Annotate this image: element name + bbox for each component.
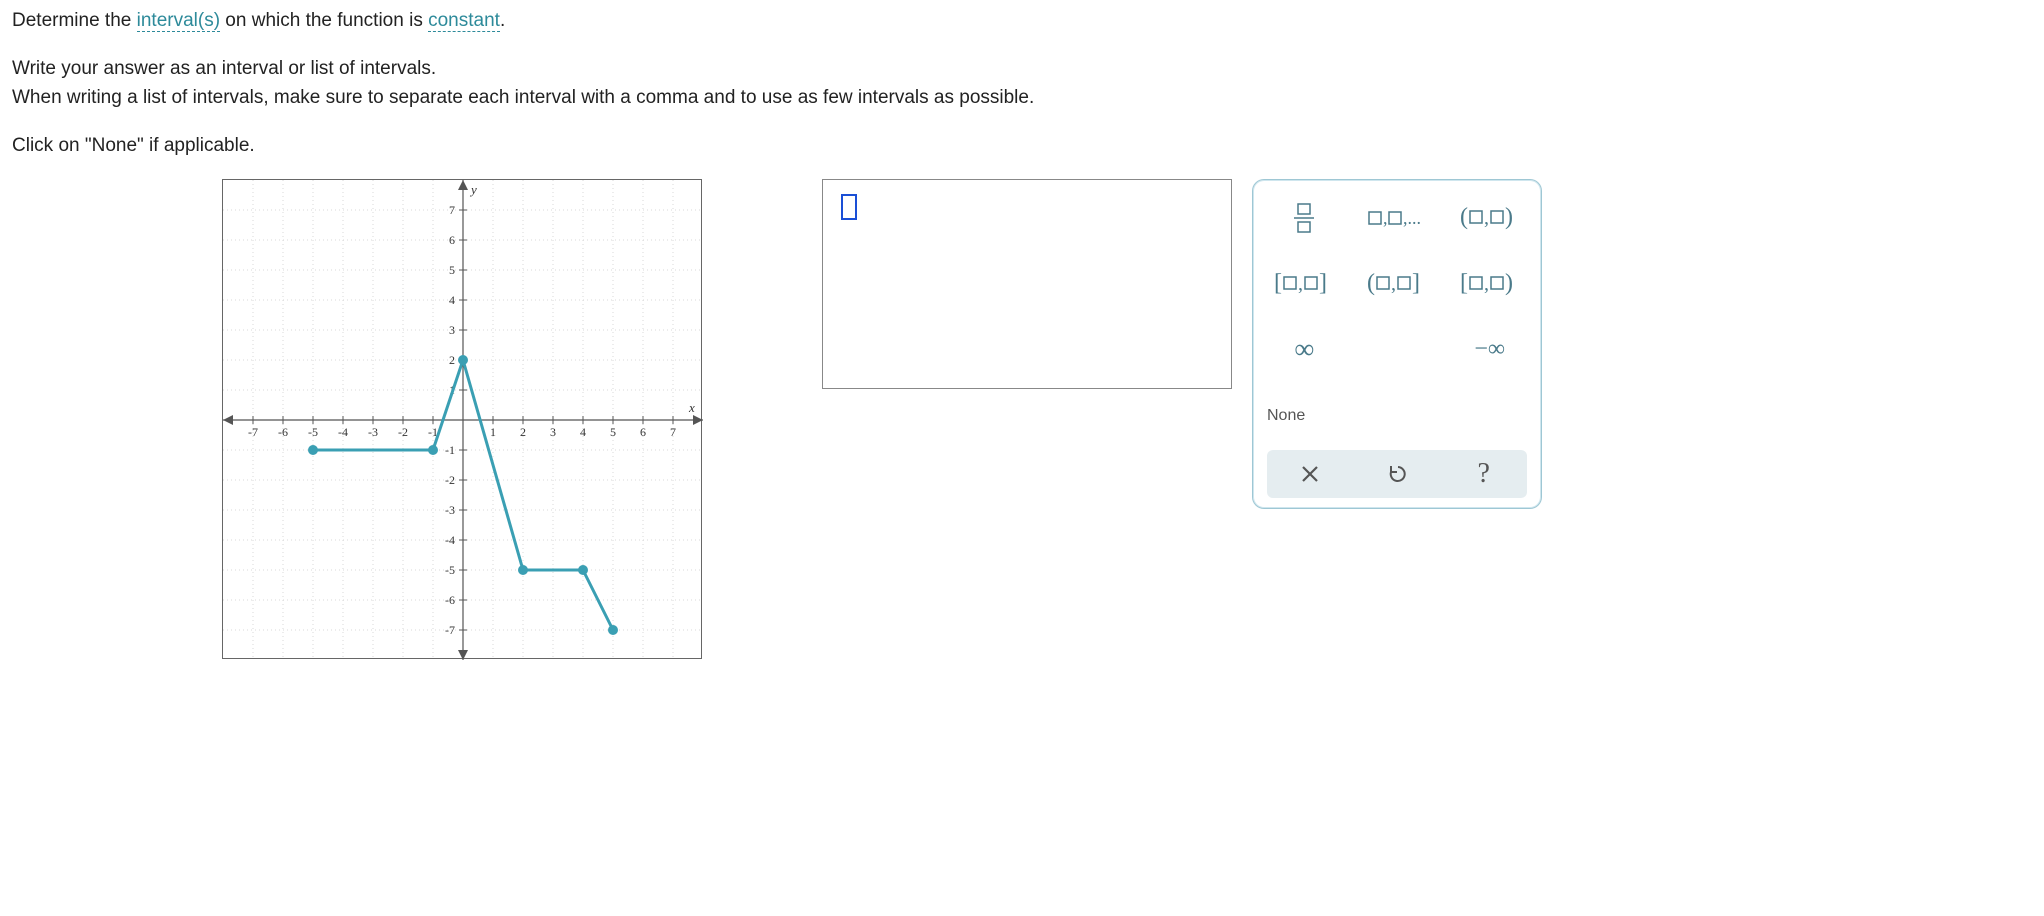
keypad: ,,... (,) [,] (,] [,) ∞ −∞ None [1252, 179, 1542, 509]
keyword-constant[interactable]: constant [428, 10, 500, 32]
svg-text:5: 5 [610, 425, 616, 439]
svg-text:-6: -6 [445, 593, 455, 607]
svg-text:[: [ [1274, 270, 1282, 296]
keypad-open-closed[interactable]: (,] [1360, 260, 1435, 308]
svg-text:-2: -2 [398, 425, 408, 439]
question-line-3: When writing a list of intervals, make s… [12, 85, 2032, 111]
answer-cursor [841, 194, 857, 220]
svg-text:]: ] [1319, 270, 1327, 296]
keypad-fraction[interactable] [1267, 194, 1342, 242]
svg-text:(: ( [1367, 270, 1375, 296]
question-line-4: Click on "None" if applicable. [12, 133, 2032, 159]
question-block: Determine the interval(s) on which the f… [12, 8, 2032, 159]
text: Determine the [12, 10, 137, 31]
svg-text:-7: -7 [248, 425, 258, 439]
svg-text:6: 6 [449, 233, 455, 247]
svg-text:-5: -5 [308, 425, 318, 439]
svg-text:,: , [1383, 208, 1388, 228]
svg-text:-7: -7 [445, 623, 455, 637]
keypad-undo[interactable] [1354, 450, 1441, 498]
svg-text:-3: -3 [368, 425, 378, 439]
svg-text:7: 7 [449, 203, 455, 217]
keypad-closed-open[interactable]: [,) [1452, 260, 1527, 308]
svg-text:-1: -1 [445, 443, 455, 457]
keypad-open-open[interactable]: (,) [1452, 194, 1527, 242]
text: . [500, 10, 505, 31]
svg-text:[: [ [1460, 270, 1468, 296]
keyword-intervals[interactable]: interval(s) [137, 10, 220, 32]
svg-text:2: 2 [520, 425, 526, 439]
question-line-2: Write your answer as an interval or list… [12, 56, 2032, 82]
svg-text:y: y [469, 182, 477, 197]
svg-text:4: 4 [449, 293, 455, 307]
svg-text:-6: -6 [278, 425, 288, 439]
svg-text:,: , [1391, 273, 1396, 295]
svg-text:-2: -2 [445, 473, 455, 487]
svg-text:x: x [688, 400, 695, 415]
svg-text:3: 3 [550, 425, 556, 439]
graph: -7-6-5-4-3-2-11234567-7-6-5-4-3-2-112345… [222, 179, 702, 659]
keypad-infinity[interactable]: ∞ [1267, 326, 1342, 374]
svg-text:): ) [1505, 270, 1513, 296]
svg-text:4: 4 [580, 425, 586, 439]
svg-text:2: 2 [449, 353, 455, 367]
answer-row: ,,... (,) [,] (,] [,) ∞ −∞ None [822, 179, 1542, 509]
answer-input[interactable] [822, 179, 1232, 389]
keypad-clear[interactable] [1267, 450, 1354, 498]
svg-text:7: 7 [670, 425, 676, 439]
svg-text:): ) [1505, 204, 1513, 230]
keypad-help[interactable]: ? [1440, 450, 1527, 498]
svg-text:3: 3 [449, 323, 455, 337]
svg-text:-3: -3 [445, 503, 455, 517]
keypad-closed-closed[interactable]: [,] [1267, 260, 1342, 308]
svg-text:1: 1 [490, 425, 496, 439]
keypad-list[interactable]: ,,... [1360, 194, 1435, 242]
svg-text:-4: -4 [338, 425, 348, 439]
text: on which the function is [220, 10, 428, 31]
svg-text:,...: ,... [1403, 208, 1421, 228]
svg-text:,: , [1298, 273, 1303, 295]
keypad-none[interactable]: None [1267, 392, 1342, 440]
question-line-1: Determine the interval(s) on which the f… [12, 8, 2032, 34]
work-area: -7-6-5-4-3-2-11234567-7-6-5-4-3-2-112345… [12, 179, 2032, 659]
svg-text:]: ] [1412, 270, 1420, 296]
keypad-actions: ? [1267, 450, 1527, 498]
svg-text:,: , [1484, 273, 1489, 295]
svg-text:5: 5 [449, 263, 455, 277]
svg-text:-4: -4 [445, 533, 455, 547]
svg-text:6: 6 [640, 425, 646, 439]
svg-text:(: ( [1460, 204, 1468, 230]
svg-text:,: , [1484, 207, 1489, 229]
keypad-neg-infinity[interactable]: −∞ [1452, 326, 1527, 374]
svg-text:-5: -5 [445, 563, 455, 577]
